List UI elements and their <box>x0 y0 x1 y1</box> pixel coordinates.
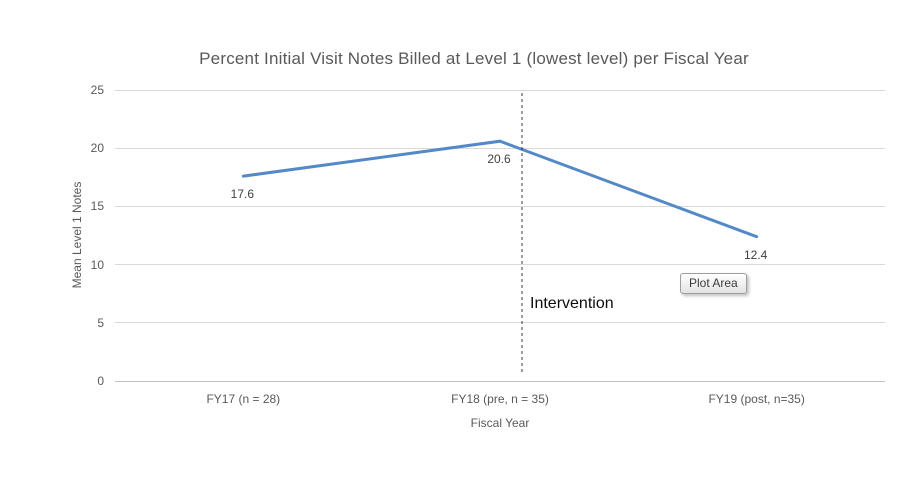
y-axis-title: Mean Level 1 Notes <box>70 181 84 289</box>
gridline-y-0 <box>115 380 885 382</box>
gridline-y-25 <box>115 89 885 91</box>
y-tick-label-0: 0 <box>97 374 104 388</box>
x-axis-title: Fiscal Year <box>470 416 530 430</box>
y-tick-label-15: 15 <box>90 199 104 214</box>
gridline-y-5 <box>115 322 885 324</box>
data-label-FY18: 20.6 <box>487 152 511 167</box>
y-tick-label-25: 25 <box>90 83 104 97</box>
gridline-y-10 <box>115 264 885 266</box>
gridline-y-20 <box>115 147 885 149</box>
series-line[interactable] <box>241 139 759 239</box>
x-category-label-FY19: FY19 (post, n=35) <box>708 392 805 406</box>
gridline-y-15 <box>115 205 885 207</box>
intervention-annotation: Intervention <box>530 295 614 312</box>
data-label-FY19: 12.4 <box>743 247 768 262</box>
plot-area[interactable] <box>115 90 885 381</box>
y-tick-label-5: 5 <box>97 315 104 330</box>
plot-area-tooltip: Plot Area <box>680 273 747 294</box>
x-category-label-FY17: FY17 (n = 28) <box>206 392 281 406</box>
y-tick-label-20: 20 <box>90 141 104 156</box>
y-tick-label-10: 10 <box>90 257 104 272</box>
x-category-label-FY18: FY18 (pre, n = 35) <box>451 392 549 406</box>
chart-title: Percent Initial Visit Notes Billed at Le… <box>199 49 749 68</box>
data-label-FY17: 17.6 <box>230 187 255 202</box>
